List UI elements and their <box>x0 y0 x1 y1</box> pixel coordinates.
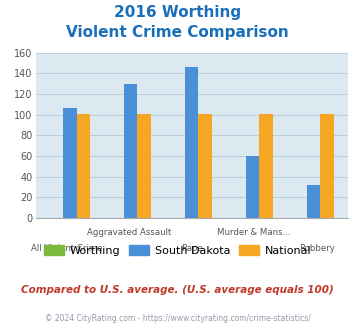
Bar <box>246 156 260 218</box>
Bar <box>63 109 77 218</box>
Text: Rape: Rape <box>181 244 203 253</box>
Text: Compared to U.S. average. (U.S. average equals 100): Compared to U.S. average. (U.S. average … <box>21 285 334 295</box>
Bar <box>77 114 90 218</box>
Bar <box>137 114 151 218</box>
Text: Violent Crime Comparison: Violent Crime Comparison <box>66 25 289 40</box>
Text: 2016 Worthing: 2016 Worthing <box>114 5 241 20</box>
Text: Murder & Mans...: Murder & Mans... <box>217 228 291 237</box>
Bar <box>260 114 273 218</box>
Text: All Violent Crime: All Violent Crime <box>31 244 103 253</box>
Bar <box>124 84 137 218</box>
Bar <box>320 114 334 218</box>
Text: © 2024 CityRating.com - https://www.cityrating.com/crime-statistics/: © 2024 CityRating.com - https://www.city… <box>45 314 310 323</box>
Text: Aggravated Assault: Aggravated Assault <box>87 228 171 237</box>
Bar <box>198 114 212 218</box>
Legend: Worthing, South Dakota, National: Worthing, South Dakota, National <box>39 241 316 260</box>
Bar <box>307 185 320 218</box>
Text: Robbery: Robbery <box>299 244 335 253</box>
Bar <box>185 67 198 218</box>
